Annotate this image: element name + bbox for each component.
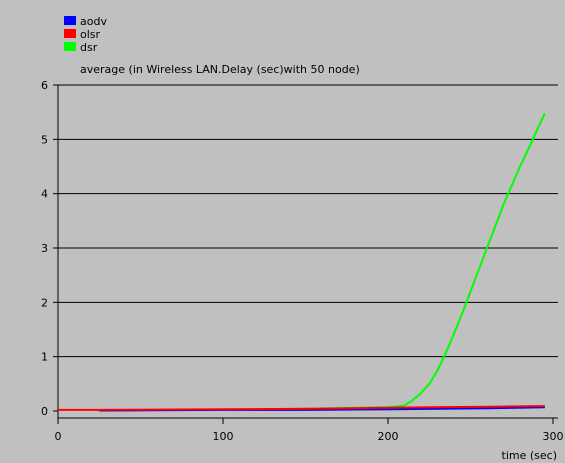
legend-swatch-aodv [64,16,76,25]
y-tick-label: 3 [41,242,48,255]
legend-label-olsr: olsr [80,28,101,41]
legend-label-aodv: aodv [80,15,107,28]
x-axis-label: time (sec) [502,449,557,462]
y-tick-label: 2 [41,296,48,309]
x-tick-label: 0 [55,430,62,443]
legend-swatch-olsr [64,29,76,38]
axes [57,85,558,419]
series-line-dsr [255,112,546,411]
legend-label-dsr: dsr [80,41,98,54]
legend-swatch-dsr [64,42,76,51]
x-tick-label: 300 [543,430,564,443]
y-tick-label: 6 [41,79,48,92]
chart-title: average (in Wireless LAN.Delay (sec)with… [80,63,360,76]
y-tick-label: 0 [41,405,48,418]
y-tick-labels: 0 1 2 3 4 5 6 [41,79,58,418]
series-lines [58,112,546,412]
y-tick-label: 5 [41,133,48,146]
grid-lines [58,84,558,358]
x-tick-label: 200 [378,430,399,443]
y-tick-label: 1 [41,351,48,364]
x-tick-labels: 0 100 200 300 [55,418,564,443]
series-line-olsr [58,405,545,411]
y-tick-label: 4 [41,188,48,201]
x-tick-label: 100 [213,430,234,443]
